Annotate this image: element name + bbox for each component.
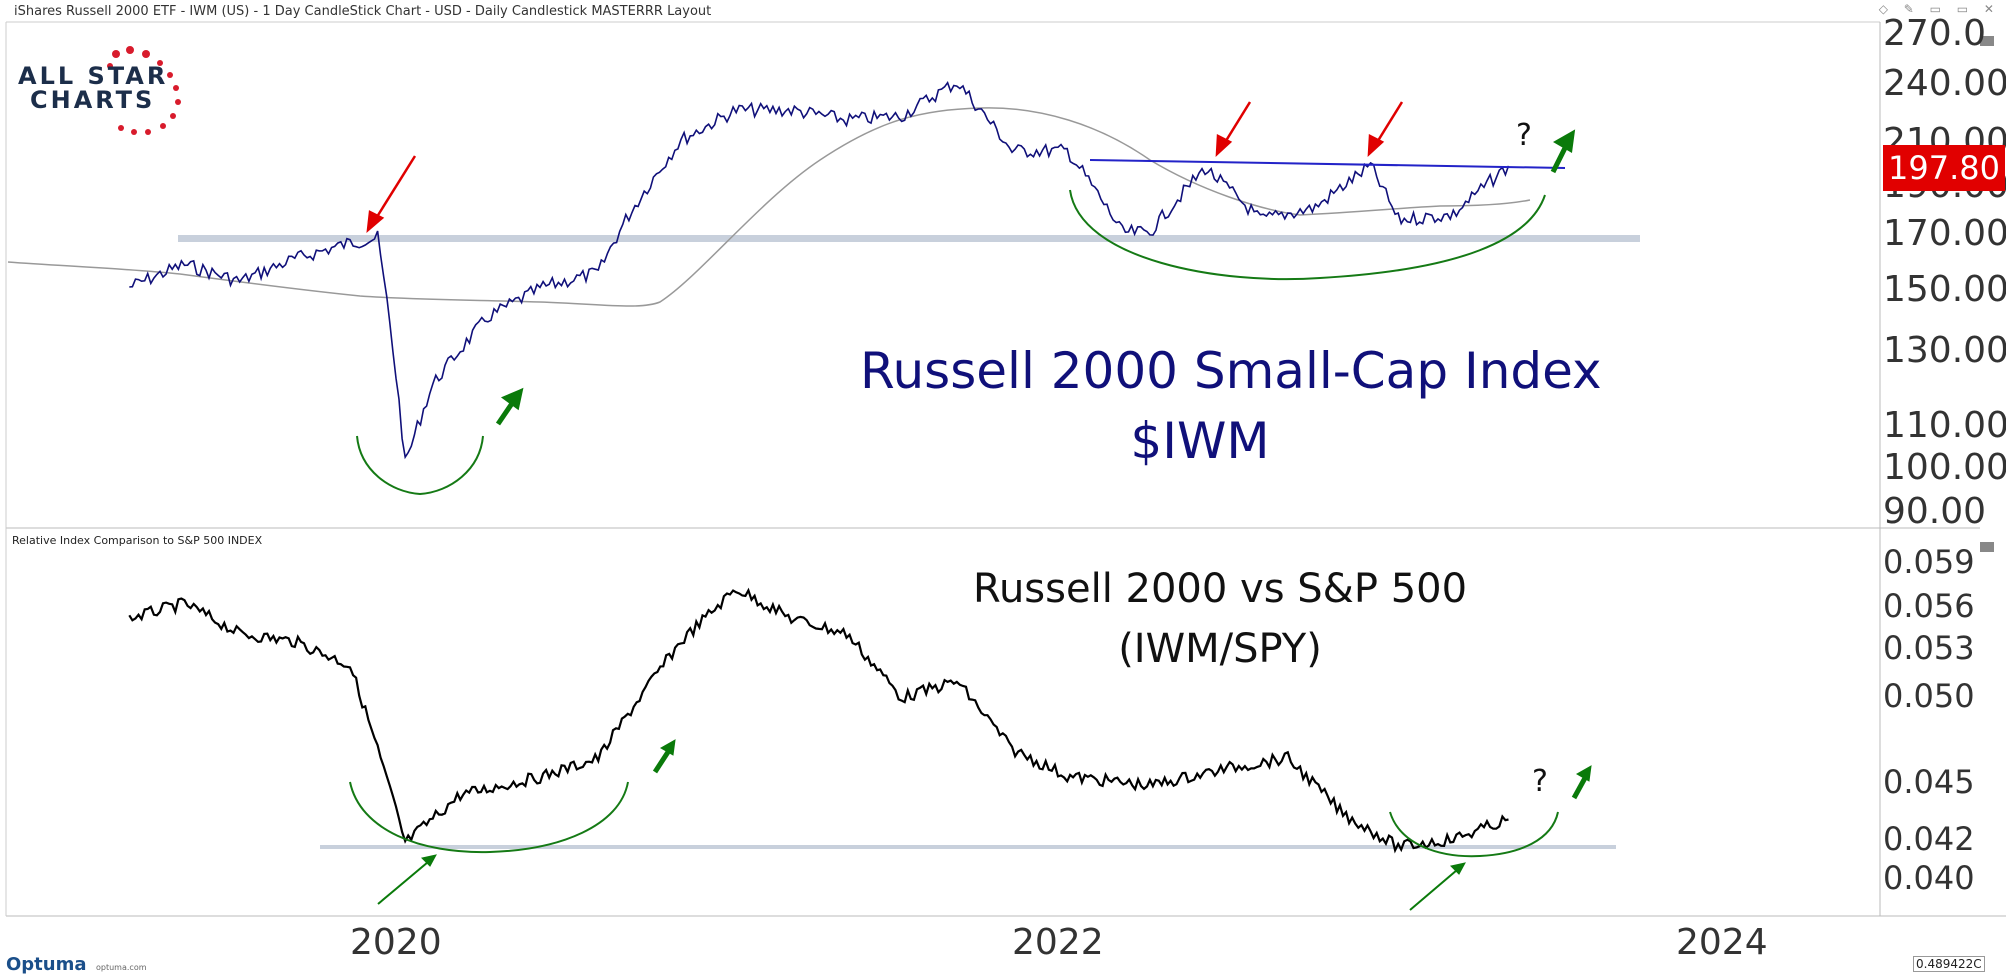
red-arrow-3 (1374, 101, 1404, 145)
green-arrows-top (495, 129, 1576, 426)
ytick-0.042: 0.042 (1883, 820, 1975, 858)
green-arrow-bottom-2-head (660, 739, 676, 756)
green-arrow-bottom-3-head (1449, 862, 1466, 875)
price-series-line (129, 81, 1510, 460)
ytick-110: 110.00 (1883, 405, 2006, 446)
ytick-130: 130.00 (1883, 330, 2006, 371)
red-arrow-1-head (366, 210, 385, 234)
red-arrow-2 (1222, 101, 1252, 145)
window-controls[interactable]: ◇ ✎ ▭ ▭ ✕ (1878, 2, 2000, 16)
coordinate-readout: 0.489422C (1913, 956, 1985, 972)
ytick-100: 100.00 (1883, 447, 2006, 488)
base-arc-bottom-right (1389, 811, 1559, 858)
ytick-240: 240.00 (1883, 63, 2006, 104)
question-mark-bottom: ? (1532, 764, 1548, 799)
top-chart-title-line2: $IWM (1130, 412, 1270, 470)
lock-icon-top[interactable] (1980, 36, 1994, 46)
ytick-170: 170.00 (1883, 213, 2006, 254)
xtick-2020: 2020 (350, 922, 442, 963)
green-arrows-bottom (377, 739, 1592, 911)
xtick-2022: 2022 (1012, 922, 1104, 963)
ytick-0.040: 0.040 (1883, 859, 1975, 897)
logo-stars-icon (107, 46, 181, 135)
question-mark-top: ? (1516, 118, 1532, 153)
red-arrow-3-head (1367, 134, 1385, 158)
ytick-0.056: 0.056 (1883, 587, 1975, 625)
ytick-270: 270.0 (1883, 13, 1987, 54)
green-arrow-top-1-head (500, 387, 524, 411)
ytick-0.053: 0.053 (1883, 629, 1975, 667)
support-zone-top (178, 235, 1640, 242)
ytick-90: 90.00 (1883, 491, 1987, 532)
panel2-title: Relative Index Comparison to S&P 500 IND… (12, 534, 263, 547)
green-arrow-bottom-1 (377, 861, 429, 905)
base-arc-top-left (356, 435, 484, 496)
green-arrow-bottom-4-head (1576, 765, 1592, 782)
ytick-150: 150.00 (1883, 269, 2006, 310)
support-zone-bottom (320, 845, 1616, 849)
moving-average-line (7, 107, 1531, 307)
all-star-charts-logo: ALL STAR CHARTS (18, 28, 218, 138)
window-title: iShares Russell 2000 ETF - IWM (US) - 1 … (14, 4, 712, 19)
base-arc-top-right (1069, 189, 1546, 281)
red-arrow-2-head (1215, 134, 1233, 158)
ytick-0.050: 0.050 (1883, 677, 1975, 715)
green-arrow-bottom-2 (652, 750, 671, 774)
ytick-0.059: 0.059 (1883, 543, 1975, 581)
green-arrow-top-2-head (1553, 129, 1576, 154)
green-arrow-bottom-3 (1409, 869, 1458, 911)
green-arrow-top-2 (1550, 144, 1569, 174)
bottom-chart-title-line2: (IWM/SPY) (1118, 626, 1322, 672)
xtick-2024: 2024 (1676, 922, 1768, 963)
lock-icons[interactable] (1980, 36, 1994, 552)
optuma-logo: Optuma (6, 954, 87, 975)
optuma-url: optuma.com (96, 963, 147, 972)
bottom-chart-title-line1: Russell 2000 vs S&P 500 (972, 566, 1468, 612)
resistance-trendline (1089, 159, 1566, 169)
logo-line1: ALL STAR (18, 62, 169, 90)
red-arrows (366, 101, 1404, 234)
base-arc-bottom-left (349, 781, 629, 854)
green-arrow-bottom-4 (1571, 776, 1588, 800)
green-arrow-bottom-1-head (420, 854, 437, 867)
red-arrow-1 (373, 155, 417, 221)
ytick-0.045: 0.045 (1883, 763, 1975, 801)
green-arrow-top-1 (495, 400, 516, 426)
top-chart-title-line1: Russell 2000 Small-Cap Index (860, 342, 1602, 400)
lock-icon-bottom[interactable] (1980, 542, 1994, 552)
last-price-badge: 197.80 (1883, 145, 2005, 191)
ratio-series-line (128, 587, 1509, 854)
logo-line2: CHARTS (30, 86, 156, 114)
